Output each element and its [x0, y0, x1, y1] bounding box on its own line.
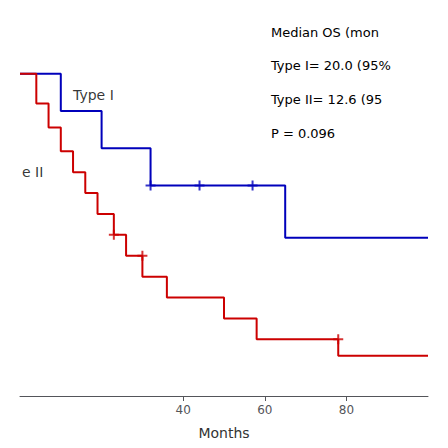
svg-text:Type I: Type I	[72, 87, 114, 103]
svg-text:e II: e II	[22, 164, 43, 180]
svg-text:80: 80	[339, 403, 354, 417]
svg-text:Type II= 12.6 (95: Type II= 12.6 (95	[270, 92, 382, 107]
svg-text:40: 40	[176, 403, 191, 417]
svg-text:60: 60	[257, 403, 272, 417]
svg-text:Type I= 20.0 (95%: Type I= 20.0 (95%	[270, 58, 391, 73]
svg-text:Median OS (mon: Median OS (mon	[271, 25, 379, 40]
svg-text:Months: Months	[198, 425, 249, 441]
svg-text:P = 0.096: P = 0.096	[271, 126, 335, 141]
